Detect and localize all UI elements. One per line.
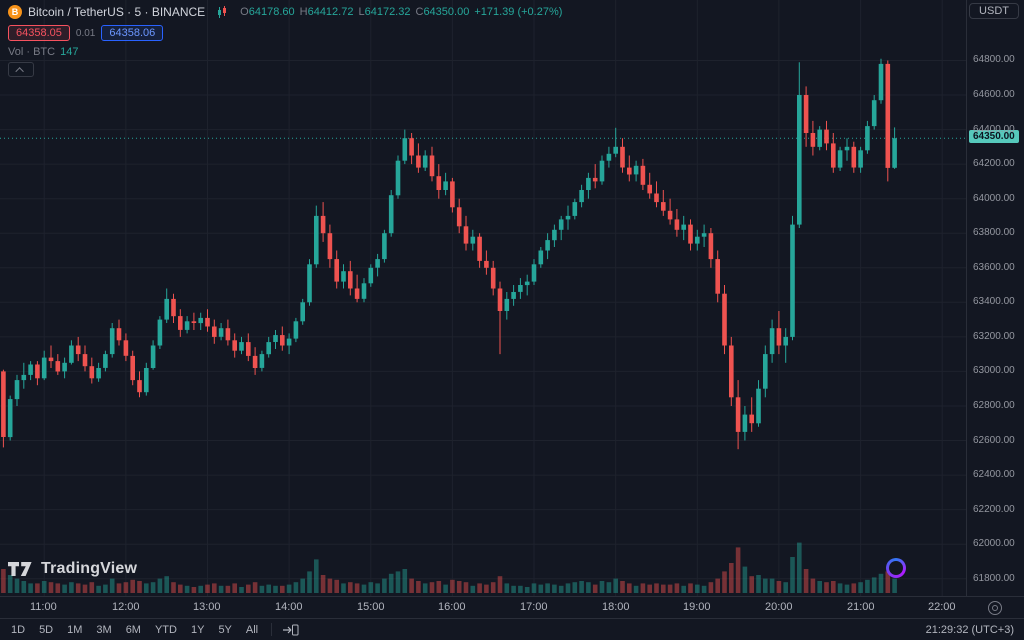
range-button-5y[interactable]: 5Y (218, 623, 232, 636)
time-tick-label: 13:00 (193, 601, 221, 613)
price-tick-label: 64800.00 (973, 54, 1015, 65)
price-tick-label: 62400.00 (973, 469, 1015, 480)
time-tick-label: 22:00 (928, 601, 956, 613)
last-price-badge: 64350.00 (969, 130, 1019, 143)
open-value: 64178.60 (248, 6, 295, 18)
price-tick-label: 62200.00 (973, 504, 1015, 515)
time-tick-label: 19:00 (683, 601, 711, 613)
price-tick-label: 62600.00 (973, 435, 1015, 446)
axis-settings-icon[interactable] (988, 601, 1002, 615)
ohlc-values: O64178.60 H64412.72 L64172.32 C64350.00 … (240, 6, 563, 18)
price-axis[interactable]: 64350.00 64800.00 64600.00 64400.00 64200.0… (966, 0, 1024, 596)
price-tick-label: 63800.00 (973, 227, 1015, 238)
range-button-1y[interactable]: 1Y (190, 623, 205, 636)
time-tick-label: 21:00 (847, 601, 875, 613)
time-tick-label: 14:00 (275, 601, 303, 613)
quote-row: 64358.05 0.01 64358.06 (8, 25, 164, 41)
price-tick-label: 63400.00 (973, 296, 1015, 307)
range-button-5d[interactable]: 5D (39, 623, 54, 636)
price-tick-label: 64200.00 (973, 158, 1015, 169)
time-tick-label: 16:00 (438, 601, 466, 613)
volume-value: 147 (60, 46, 79, 58)
price-tick-label: 63200.00 (973, 331, 1015, 342)
price-tick-label: 64600.00 (973, 89, 1015, 100)
time-tick-label: 11:00 (30, 601, 57, 613)
btc-logo-icon: B (8, 5, 22, 19)
spread-value: 0.01 (75, 27, 96, 39)
range-button-1m[interactable]: 1M (67, 623, 83, 636)
close-value: 64350.00 (423, 6, 470, 18)
go-to-date-icon[interactable] (278, 623, 303, 637)
quick-action-icon[interactable] (886, 558, 906, 578)
price-tick-label: 63000.00 (973, 365, 1015, 376)
price-tick-label: 61800.00 (973, 573, 1015, 584)
range-button-3m[interactable]: 3M (96, 623, 112, 636)
currency-unit-button[interactable]: USDT (969, 3, 1019, 19)
time-tick-label: 12:00 (112, 601, 140, 613)
volume-legend: Vol · BTC 147 (8, 46, 78, 58)
price-tick-label: 64000.00 (973, 193, 1015, 204)
clock-timezone-button[interactable]: 21:29:32 (UTC+3) (925, 623, 1014, 636)
buy-price-button[interactable]: 64358.06 (101, 25, 164, 41)
range-button-all[interactable]: All (245, 623, 259, 636)
symbol-title[interactable]: Bitcoin / TetherUS · 5 · BINANCE (28, 5, 206, 19)
range-button-ytd[interactable]: YTD (154, 623, 177, 636)
high-value: 64412.72 (307, 6, 354, 18)
price-tick-label: 64400.00 (973, 124, 1015, 135)
change-value: +171.39 (+0.27%) (474, 6, 563, 18)
range-button-6m[interactable]: 6M (125, 623, 141, 636)
price-tick-label: 63600.00 (973, 262, 1015, 273)
range-button-1d[interactable]: 1D (11, 623, 26, 636)
low-value: 64172.32 (364, 6, 411, 18)
candlestick-chart[interactable] (0, 0, 966, 596)
collapse-legend-button[interactable] (8, 62, 34, 77)
time-tick-label: 15:00 (357, 601, 385, 613)
bottom-toolbar: 1D 5D 1M 3M 6M YTD 1Y 5Y All 21:29:32 (UTC+3) (0, 618, 1024, 640)
time-axis[interactable]: 11:00 12:00 13:00 14:00 15:00 16:00 17:00 18:00… (0, 596, 1024, 619)
price-tick-label: 62800.00 (973, 400, 1015, 411)
range-buttons: 1D 5D 1M 3M 6M YTD 1Y 5Y All (4, 622, 265, 638)
chart-area[interactable]: TradingView (0, 0, 966, 596)
time-tick-label: 20:00 (765, 601, 793, 613)
sell-price-button[interactable]: 64358.05 (8, 25, 70, 41)
price-tick-label: 62000.00 (973, 538, 1015, 549)
volume-label: Vol · BTC (8, 46, 56, 58)
chart-legend: B Bitcoin / TetherUS · 5 · BINANCE O6417… (8, 5, 562, 19)
toolbar-divider (271, 623, 273, 636)
time-tick-label: 17:00 (520, 601, 548, 613)
candles-icon (218, 5, 227, 18)
time-tick-label: 18:00 (602, 601, 630, 613)
